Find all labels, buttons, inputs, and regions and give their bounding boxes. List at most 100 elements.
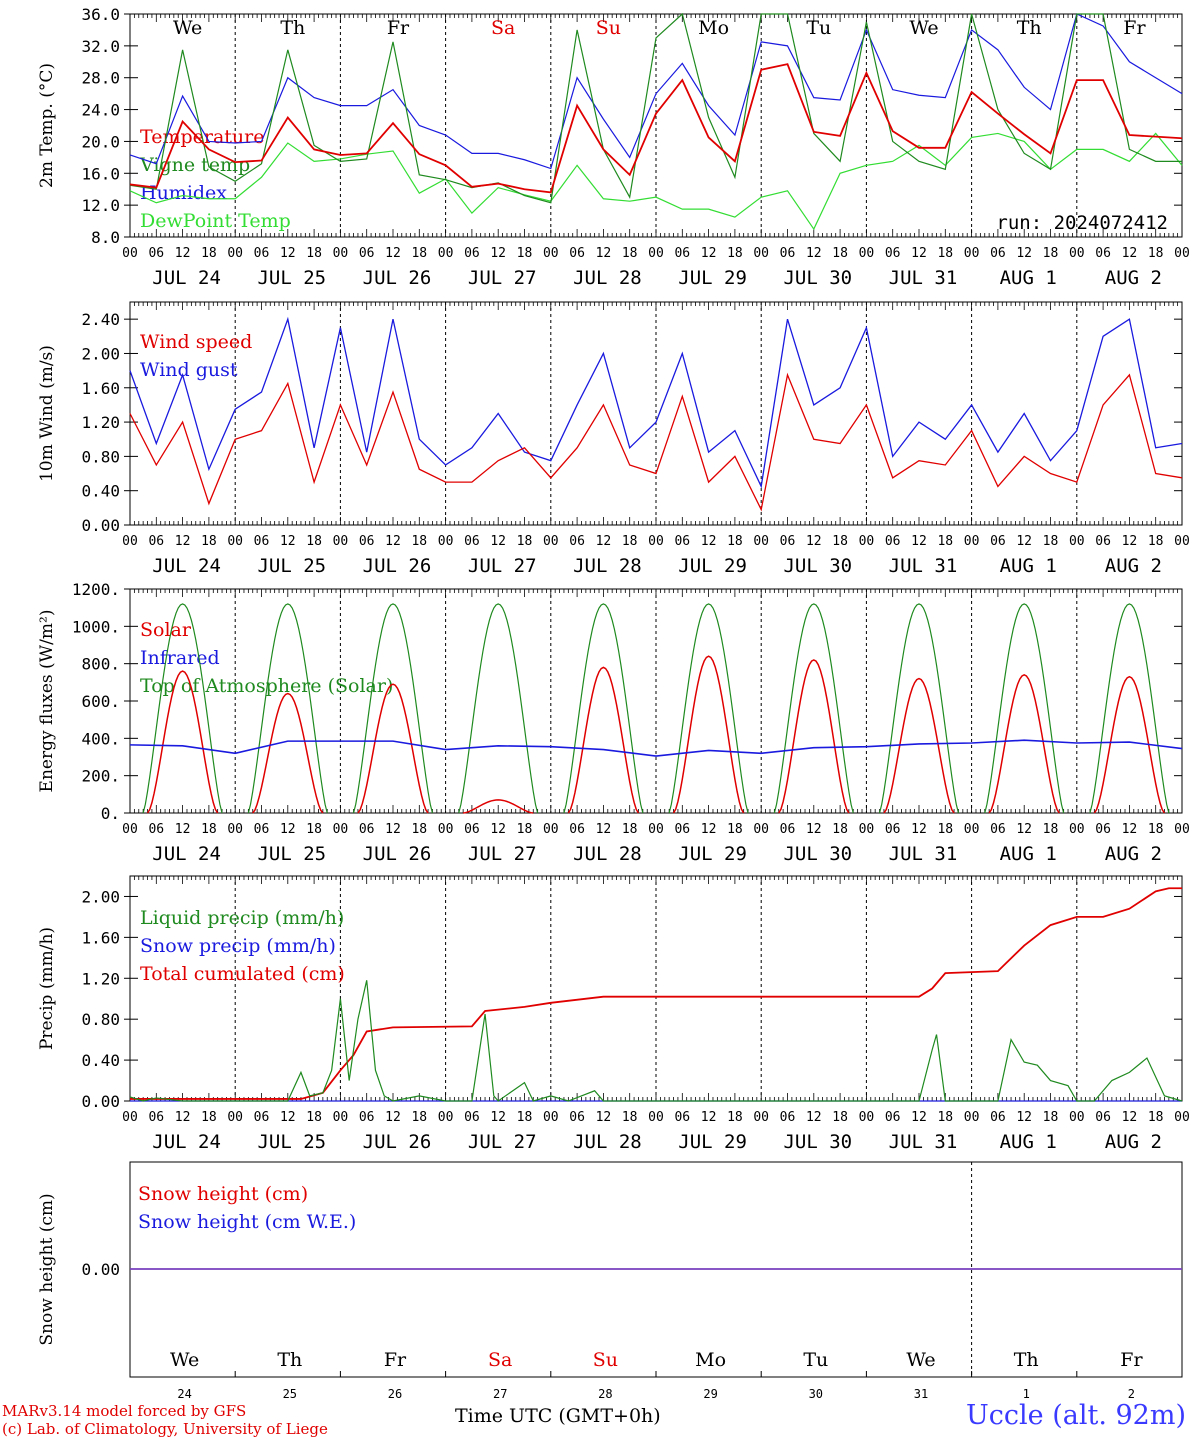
- y-tick-label: 2.00: [81, 344, 120, 363]
- x-tick-label: 06: [674, 822, 690, 837]
- day-name: Tu: [803, 1349, 828, 1371]
- x-tick-label: 06: [464, 534, 480, 549]
- x-tick-label: 06: [359, 1110, 375, 1125]
- x-tick-label: 18: [201, 1110, 217, 1125]
- x-tick-label: 12: [280, 534, 296, 549]
- day-name: Tu: [806, 17, 831, 39]
- y-tick-label: 8.0: [91, 228, 120, 247]
- day-name: Fr: [387, 17, 410, 39]
- series-toa-solar: [458, 603, 539, 814]
- x-tick-label: 06: [148, 1110, 164, 1125]
- y-axis-label: Precip (mm/h): [37, 927, 57, 1050]
- legend-liquid-precip-mm-h-: Liquid precip (mm/h): [140, 907, 344, 929]
- x-tick-label: 06: [569, 822, 585, 837]
- day-label: JUL 30: [783, 1131, 852, 1153]
- day-label: JUL 28: [573, 267, 642, 289]
- day-label: AUG 1: [1000, 267, 1057, 289]
- series-solar: [778, 659, 850, 814]
- x-tick-label: 00: [859, 822, 875, 837]
- x-tick-label: 06: [254, 534, 270, 549]
- x-tick-label: 18: [622, 534, 638, 549]
- x-tick-label: 18: [517, 246, 533, 261]
- x-tick-label: 12: [806, 246, 822, 261]
- x-tick-label: 12: [596, 822, 612, 837]
- day-label: JUL 29: [678, 843, 747, 865]
- x-tick-label: 00: [964, 534, 980, 549]
- day-label: JUL 29: [678, 1131, 747, 1153]
- y-tick-label: 2.00: [81, 887, 120, 906]
- x-tick-label: 00: [333, 1110, 349, 1125]
- series-toa-solar: [563, 603, 644, 814]
- legend-snow-precip-mm-h-: Snow precip (mm/h): [140, 935, 336, 957]
- x-tick-label: 06: [359, 246, 375, 261]
- x-tick-label: 18: [411, 822, 427, 837]
- day-label: JUL 31: [889, 1131, 958, 1153]
- x-tick-label: 12: [701, 822, 717, 837]
- series-toa-solar: [142, 603, 223, 814]
- x-tick-label: 00: [964, 246, 980, 261]
- x-tick-label: 00: [753, 246, 769, 261]
- day-label: JUL 27: [468, 555, 537, 577]
- legend-vigne-temp: Vigne temp: [139, 154, 250, 176]
- x-tick-label: 06: [359, 822, 375, 837]
- x-tick-label: 18: [727, 246, 743, 261]
- day-name: Fr: [1120, 1349, 1143, 1371]
- x-tick-label: 12: [1122, 534, 1138, 549]
- day-number: 1: [1023, 1387, 1030, 1401]
- x-tick-label: 06: [885, 1110, 901, 1125]
- x-tick-label: 00: [1174, 534, 1190, 549]
- x-tick-label: 12: [1122, 822, 1138, 837]
- series-solar: [672, 655, 745, 814]
- x-tick-label: 18: [622, 1110, 638, 1125]
- x-tick-label: 12: [1016, 534, 1032, 549]
- series-solar: [567, 666, 640, 814]
- day-label: JUL 26: [363, 267, 432, 289]
- x-tick-label: 12: [385, 822, 401, 837]
- series-solar: [883, 677, 955, 814]
- series-toa-solar: [352, 603, 434, 814]
- x-tick-label: 12: [175, 534, 191, 549]
- y-tick-label: 1.20: [81, 969, 120, 988]
- day-number: 29: [703, 1387, 717, 1401]
- day-label: AUG 1: [1000, 555, 1057, 577]
- x-tick-label: 12: [1016, 1110, 1032, 1125]
- y-tick-label: 800.: [81, 655, 120, 674]
- x-tick-label: 06: [148, 246, 164, 261]
- series-wind-speed: [129, 372, 1183, 512]
- y-tick-label: 1000.: [72, 617, 120, 636]
- day-label: JUL 24: [152, 843, 221, 865]
- panel-energy: [124, 588, 1183, 814]
- x-tick-label: 18: [1043, 822, 1059, 837]
- series-toa-solar: [984, 603, 1065, 814]
- y-tick-label: 0.80: [81, 447, 120, 466]
- x-tick-label: 00: [543, 246, 559, 261]
- series-temperature: [129, 63, 1183, 194]
- day-name: Th: [1014, 1349, 1039, 1371]
- x-tick-label: 12: [911, 534, 927, 549]
- x-tick-label: 18: [832, 534, 848, 549]
- day-name: Fr: [384, 1349, 407, 1371]
- day-label: AUG 2: [1105, 843, 1162, 865]
- y-tick-label: 0.40: [81, 1051, 120, 1070]
- day-name: Sa: [491, 17, 515, 39]
- day-label: JUL 31: [889, 267, 958, 289]
- day-label: AUG 2: [1105, 1131, 1162, 1153]
- series-solar: [1093, 675, 1166, 814]
- day-label: AUG 1: [1000, 1131, 1057, 1153]
- series-solar: [463, 799, 534, 814]
- day-name: Su: [596, 17, 621, 39]
- day-label: AUG 2: [1105, 267, 1162, 289]
- series-infrared: [129, 739, 1183, 757]
- panel-temp: [124, 13, 1183, 238]
- day-label: JUL 30: [783, 843, 852, 865]
- y-tick-label: 0.00: [81, 1092, 120, 1111]
- x-tick-label: 18: [1148, 1110, 1164, 1125]
- x-tick-label: 18: [727, 822, 743, 837]
- legend-wind-gust: Wind gust: [140, 359, 238, 381]
- run-annotation: run: 2024072412: [996, 212, 1168, 234]
- series-solar: [252, 692, 324, 814]
- x-tick-label: 06: [569, 1110, 585, 1125]
- day-name: We: [909, 17, 938, 39]
- x-tick-label: 00: [122, 822, 138, 837]
